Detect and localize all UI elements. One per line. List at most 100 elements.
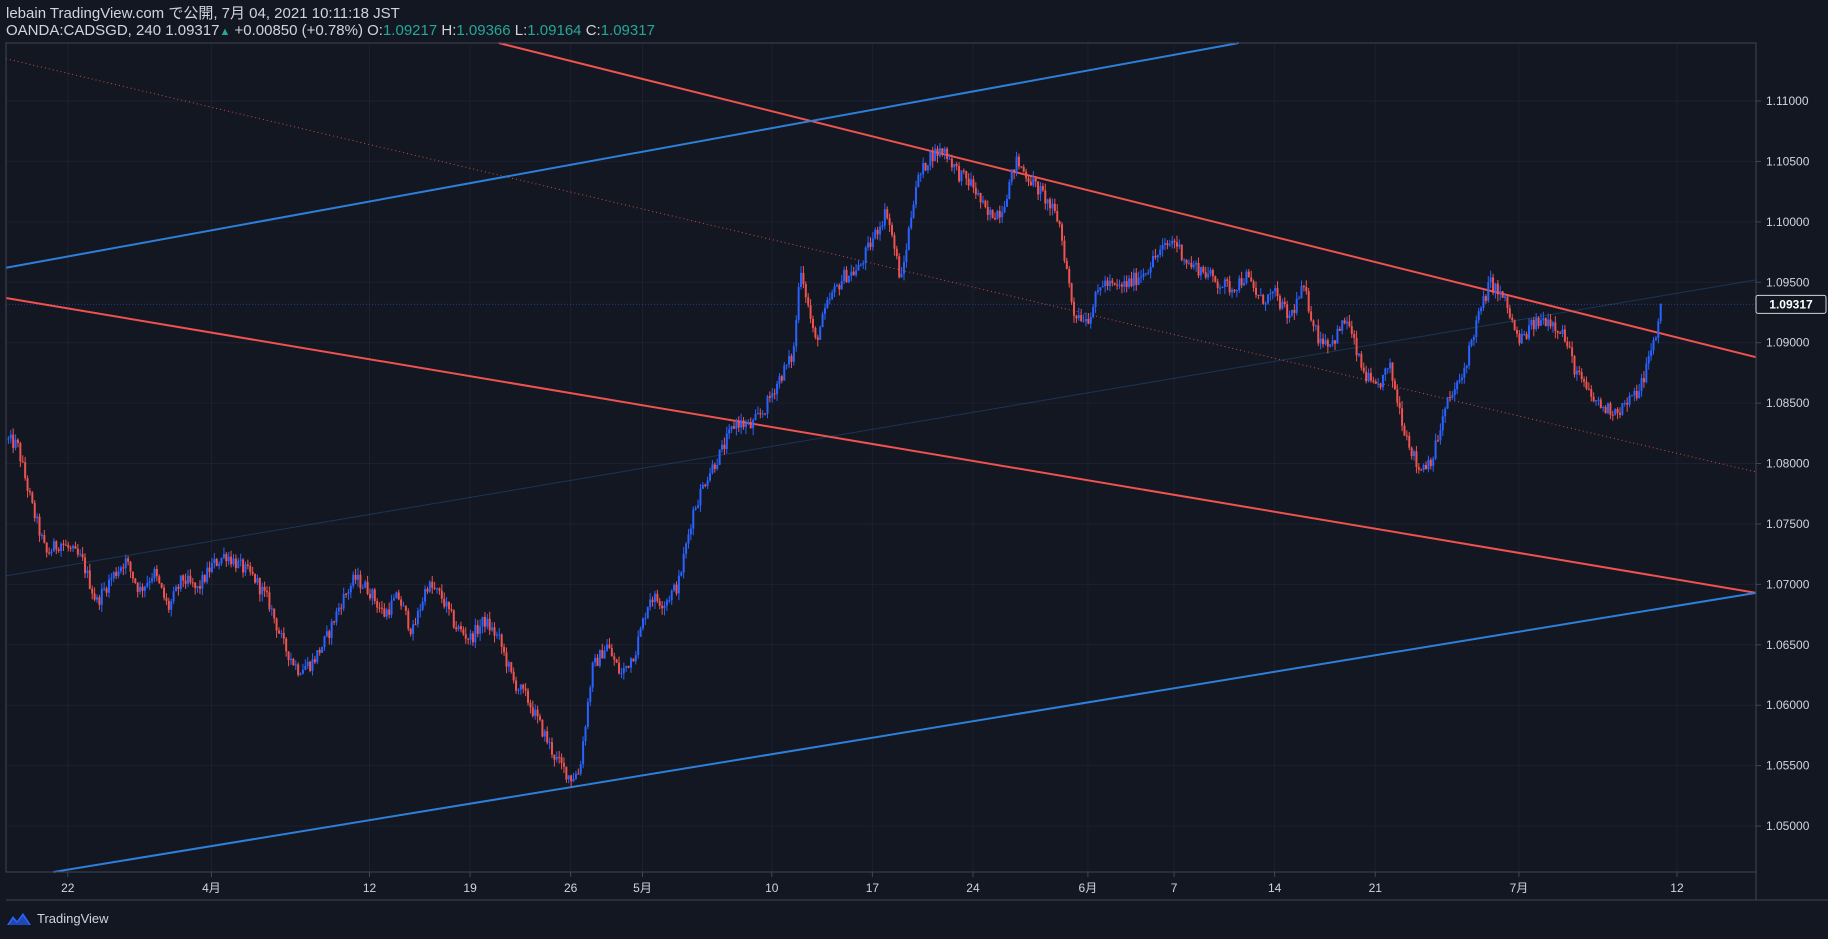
price-tick-label: 1.11000 (1766, 94, 1809, 108)
candle-body (1393, 380, 1396, 390)
candle-body (1336, 328, 1339, 344)
candle-body (184, 580, 187, 584)
candle-body (1504, 296, 1507, 298)
candle-body (392, 598, 395, 601)
candle-body (177, 586, 180, 589)
candle-body (254, 573, 257, 583)
candle-body (871, 238, 874, 248)
candle-body (1302, 286, 1305, 288)
candle-body (309, 661, 312, 671)
candle-body (1583, 379, 1586, 382)
symbol-interval[interactable]: OANDA:CADSGD, 240 (6, 22, 162, 39)
candle-body (433, 587, 436, 589)
candle-body (146, 582, 149, 587)
candle-body (1580, 372, 1583, 380)
candle-body (613, 656, 616, 660)
candle-body (606, 644, 609, 651)
candle-body (1269, 293, 1272, 295)
candle-body (1508, 308, 1511, 318)
candle-body (709, 473, 712, 481)
ascending-channel-median[interactable] (5, 279, 1757, 577)
candle-body (1585, 381, 1588, 389)
trendline-drawings[interactable] (5, 42, 1757, 873)
candle-body (1506, 296, 1509, 309)
candle-body (788, 356, 791, 365)
candle-body (819, 327, 822, 340)
candle-body (246, 564, 249, 566)
time-axis[interactable]: 22 4月 12 19 26 5月 10 17 24 6月 7 14 21 7月 12 (61, 872, 1684, 895)
ascending-channel-lower[interactable] (53, 591, 1757, 873)
candle-body (1642, 378, 1645, 383)
candle-body (62, 543, 65, 545)
candle-body (1029, 181, 1032, 186)
candle-body (220, 557, 223, 564)
candle-body (170, 601, 173, 610)
candle-body (1298, 298, 1301, 300)
candle-body (1152, 255, 1155, 268)
candle-body (28, 490, 31, 493)
candle-body (1209, 270, 1212, 274)
candle-body (1290, 310, 1293, 316)
candle-body (1070, 283, 1073, 302)
candle-body (982, 200, 985, 203)
candle-body (977, 192, 980, 195)
candle-body (213, 559, 216, 563)
symbol-legend[interactable]: OANDA:CADSGD, 240 1.09317▲ +0.00850 (+0.… (6, 22, 655, 39)
candle-body (1422, 464, 1425, 470)
candle-body (1453, 389, 1456, 395)
candle-body (1319, 338, 1322, 344)
candle-body (234, 558, 237, 569)
publish-info: lebain TradingView.com で公開, 7月 04, 2021 … (6, 5, 400, 22)
candle-body (74, 545, 77, 549)
candle-body (1061, 224, 1064, 241)
candle-body (1516, 329, 1519, 334)
candle-body (802, 272, 805, 285)
candle-body (955, 164, 958, 166)
candle-body (251, 572, 254, 574)
candle-body (902, 262, 905, 274)
candle-body (95, 597, 98, 600)
candle-body (891, 225, 894, 236)
candle-body (131, 571, 134, 579)
candle-body (380, 607, 383, 609)
candle-body (124, 558, 127, 569)
candle-body (1041, 186, 1044, 191)
candle-body (1283, 301, 1286, 305)
candle-body (175, 586, 178, 592)
candle-body (1348, 321, 1351, 327)
candle-body (776, 383, 779, 395)
candle-body (1096, 290, 1099, 292)
candle-body (292, 658, 295, 666)
candle-body (1032, 178, 1035, 186)
tradingview-branding[interactable]: TradingView (6, 910, 109, 926)
candle-body (850, 271, 853, 276)
price-tick-label: 1.05000 (1766, 819, 1810, 833)
time-tick-label: 21 (1369, 881, 1383, 895)
ascending-channel-upper[interactable] (5, 42, 1239, 269)
candle-body (364, 581, 367, 588)
candle-body (1255, 287, 1257, 295)
candle-body (898, 256, 901, 278)
candle-body (1003, 206, 1006, 213)
candle-body (967, 178, 970, 186)
candle-body (1140, 276, 1143, 278)
candle-body (1187, 262, 1190, 264)
candle-body (347, 592, 350, 594)
candle-body (1312, 320, 1315, 326)
candle-body (1396, 389, 1399, 403)
candle-body (1379, 383, 1382, 388)
candle-body (1262, 294, 1265, 304)
candle-body (1250, 277, 1253, 282)
price-axis[interactable]: 1.11000 1.10500 1.10000 1.09500 1.09000 1.085… (1756, 94, 1810, 833)
candle-body (301, 669, 304, 674)
candle-body (1367, 372, 1370, 382)
candle-body (1496, 283, 1499, 295)
time-tick-label: 5月 (633, 881, 652, 895)
candle-body (107, 579, 110, 593)
descending-channel-lower[interactable] (5, 296, 1757, 594)
descending-channel-upper[interactable] (498, 42, 1757, 359)
candle-body (1482, 296, 1485, 308)
candle-body (627, 665, 630, 668)
candle-body (103, 588, 106, 590)
